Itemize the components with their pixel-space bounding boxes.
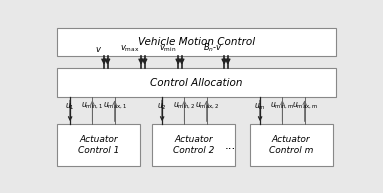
Text: $u_{\rm max,1}$: $u_{\rm max,1}$ xyxy=(103,101,127,111)
Text: $v_{\rm min}$: $v_{\rm min}$ xyxy=(159,44,177,54)
Text: $B_n\text{-}v$: $B_n\text{-}v$ xyxy=(203,42,223,54)
Bar xyxy=(57,68,336,97)
Text: $v$: $v$ xyxy=(95,45,102,54)
Text: $u_{\rm max,2}$: $u_{\rm max,2}$ xyxy=(195,101,219,111)
Text: $u_{\rm max,m}$: $u_{\rm max,m}$ xyxy=(291,101,318,111)
Text: $u_{\rm min,1}$: $u_{\rm min,1}$ xyxy=(81,101,104,111)
Text: $u_{\rm min,m}$: $u_{\rm min,m}$ xyxy=(270,101,295,111)
Text: $u_{\rm min,2}$: $u_{\rm min,2}$ xyxy=(173,101,196,111)
Text: Control Allocation: Control Allocation xyxy=(150,78,242,88)
Bar xyxy=(152,124,235,166)
Text: $u_1$: $u_1$ xyxy=(65,101,75,112)
Text: ...: ... xyxy=(225,139,236,152)
Text: $u_2$: $u_2$ xyxy=(157,101,167,112)
Text: $v_{\rm max}$: $v_{\rm max}$ xyxy=(120,44,139,54)
Bar xyxy=(57,124,140,166)
Text: Actuator
Control m: Actuator Control m xyxy=(269,135,313,155)
Text: $u_m$: $u_m$ xyxy=(254,101,266,112)
Text: Vehicle Motion Control: Vehicle Motion Control xyxy=(138,37,255,47)
Bar xyxy=(250,124,333,166)
Text: Actuator
Control 2: Actuator Control 2 xyxy=(173,135,214,155)
Bar xyxy=(57,28,336,56)
Text: Actuator
Control 1: Actuator Control 1 xyxy=(78,135,119,155)
